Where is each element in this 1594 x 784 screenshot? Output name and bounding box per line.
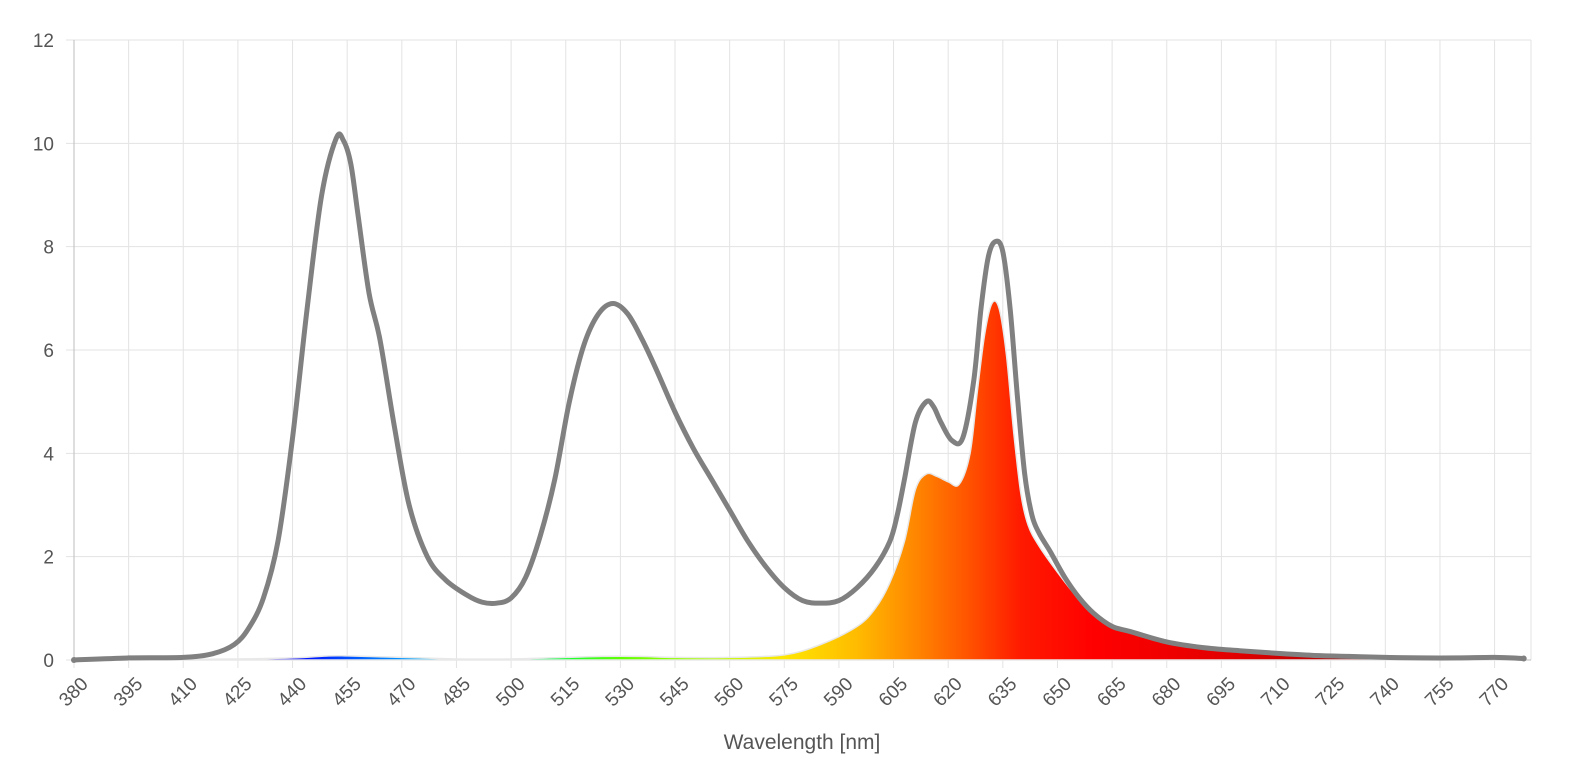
x-tick-label: 665	[1093, 674, 1130, 711]
y-tick-label: 10	[33, 134, 54, 155]
spectrum-area-layer	[73, 300, 1525, 661]
x-tick-label: 470	[383, 674, 420, 711]
x-tick-label: 575	[766, 674, 803, 711]
x-tick-label: 395	[110, 674, 147, 711]
x-tick-label: 590	[820, 674, 857, 711]
x-tick-label: 620	[930, 674, 967, 711]
x-axis-title: Wavelength [nm]	[724, 731, 881, 754]
y-tick-label: 2	[43, 548, 54, 569]
y-tick-label: 0	[43, 651, 54, 672]
x-tick-label: 500	[492, 674, 529, 711]
spectrum-line	[71, 131, 1527, 663]
y-tick-label: 12	[33, 31, 54, 52]
x-tick-label: 740	[1367, 674, 1404, 711]
y-tick-label: 4	[43, 444, 54, 465]
y-axis-ticks: 0 2 4 6 8 10 12	[33, 31, 55, 672]
x-tick-label: 425	[219, 674, 256, 711]
x-tick-label: 725	[1312, 674, 1349, 711]
line-end-point	[1520, 655, 1527, 662]
x-tick-label: 410	[165, 674, 202, 711]
x-tick-label: 485	[438, 674, 475, 711]
x-tick-label: 635	[984, 674, 1021, 711]
y-tick-label: 8	[43, 238, 54, 259]
x-tick-label: 455	[329, 674, 366, 711]
x-tick-label: 545	[656, 674, 693, 711]
x-tick-label: 680	[1148, 674, 1185, 711]
x-tick-label: 380	[55, 674, 92, 711]
x-tick-label: 650	[1039, 674, 1076, 711]
y-tick-label: 6	[43, 341, 54, 362]
x-tick-label: 560	[711, 674, 748, 711]
x-axis-ticks: 380 395 410 425 440 455 470 485 500 515 530 545 560 5…	[55, 674, 1513, 711]
x-tick-label: 530	[602, 674, 639, 711]
x-tick-label: 605	[875, 674, 912, 711]
spectrum-area	[73, 300, 1525, 661]
x-tick-label: 710	[1257, 674, 1294, 711]
line-start-point	[71, 657, 77, 663]
grid	[66, 39, 1532, 668]
x-tick-label: 695	[1203, 674, 1240, 711]
x-tick-label: 515	[547, 674, 584, 711]
x-tick-label: 770	[1476, 674, 1513, 711]
x-tick-label: 755	[1421, 674, 1458, 711]
x-tick-label: 440	[274, 674, 311, 711]
line-layer	[71, 131, 1527, 663]
